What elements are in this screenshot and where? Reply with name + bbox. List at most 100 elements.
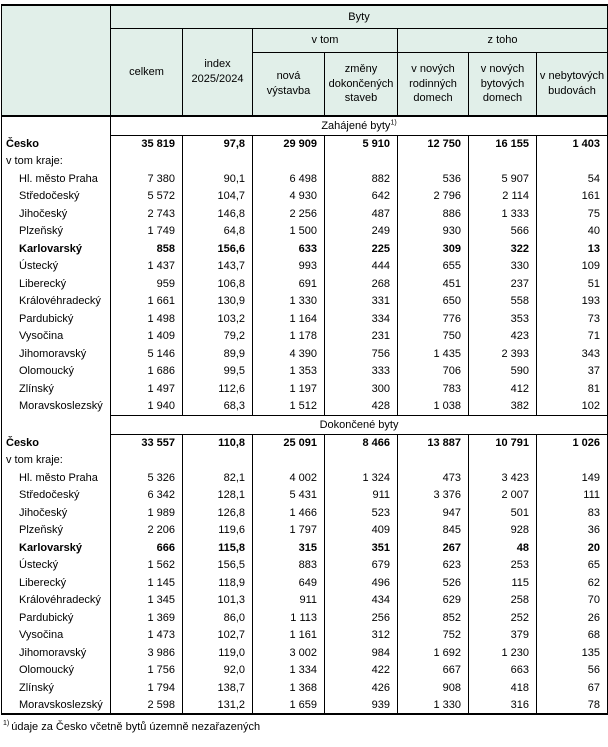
cell-value: 130,9 [182,292,253,310]
cell-value: 1 345 [110,591,183,609]
cell-value: 258 [468,591,537,609]
cell-value: 225 [324,240,398,258]
row-label: Moravskoslezský [1,397,111,415]
cell-value: 1 794 [110,679,183,697]
cell-value: 667 [397,661,469,679]
cell-value: 1 500 [252,222,325,240]
cell-value: 75 [587,207,601,220]
cell-value: 845 [397,521,469,539]
cell-value [110,152,183,170]
cell-value: 434 [324,591,398,609]
cell-value [252,152,325,170]
cell-value: 118,9 [182,574,253,592]
cell-value: 1 334 [252,661,325,679]
cell-value: 2 393 [468,345,537,363]
cell-value: 109 [581,260,601,273]
cell-value: 156,6 [182,240,253,258]
footnote-text: údaje za Česko včetně bytů územně nezařa… [11,721,261,733]
cell-value [182,451,253,469]
row-label: Plzeňský [1,521,111,539]
cell-value: 1 113 [252,609,325,627]
cell-value: 1 230 [468,644,537,662]
cell-value: 1 512 [252,397,325,415]
cell-value: 1 026 [572,437,601,449]
header-index: index 2025/2024 [182,27,253,117]
cell-value: 633 [252,240,325,258]
table-body: Zahájené byty1) Česko 35 819 97,8 29 909 5 91… [1,115,608,714]
table-row: Olomoucký 1 756 92,0 1 334 422 667 663 56 [1,661,608,679]
table-row: Zlínský 1 497 112,6 1 197 300 783 412 81 [1,380,608,398]
row-label: Hl. město Praha [1,469,111,487]
cell-value: 1 756 [110,661,183,679]
cell-value: 48 [468,539,537,557]
cell-value: 655 [397,257,469,275]
cell-value: 5 326 [110,469,183,487]
cell-value: 6 342 [110,486,183,504]
cell-value: 103,2 [182,310,253,328]
row-label: Ústecký [1,556,111,574]
row-label: Zlínský [1,380,111,398]
footnote-marker: 1) [3,720,10,728]
housing-statistics-table: Byty celkem index 2025/2024 v tom z toho… [1,4,608,715]
cell-value: 379 [468,626,537,644]
cell-value: 16 155 [468,135,537,153]
row-label: Karlovarský [1,240,111,258]
section-title: Zahájené byty1) [110,115,608,136]
header-nebytove-budovy: v nebytových budovách [535,51,608,117]
cell-value [324,152,398,170]
table-row: Moravskoslezský 2 598 131,2 1 659 939 1 330 31… [1,696,608,714]
cell-value: 1 435 [397,345,469,363]
row-label: Středočeský [1,486,111,504]
cell-value: 267 [397,539,469,557]
cell-value: 126,8 [182,504,253,522]
cell-value: 650 [397,292,469,310]
table-row: Liberecký 959 106,8 691 268 451 237 51 [1,275,608,293]
cell-value: 418 [468,679,537,697]
cell-value: 2 256 [252,205,325,223]
section-band-stub [1,415,111,434]
cell-value: 526 [397,574,469,592]
cell-value: 1 562 [110,556,183,574]
cell-value: 115,8 [182,539,253,557]
cell-value: 146,8 [182,205,253,223]
table-row: Olomoucký 1 686 99,5 1 353 333 706 590 37 [1,362,608,380]
cell-value: 56 [587,664,601,677]
table-row: Pardubický 1 369 86,0 1 113 256 852 252 26 [1,609,608,627]
cell-value: 90,1 [182,170,253,188]
cell-value: 92,0 [182,661,253,679]
cell-value: 300 [324,380,398,398]
cell-value: 101,3 [182,591,253,609]
cell-value: 1 333 [468,205,537,223]
header-celkem: celkem [110,27,183,117]
cell-value: 5 907 [468,170,537,188]
cell-value: 81 [587,382,601,395]
cell-value: 428 [324,397,398,415]
cell-value: 119,6 [182,521,253,539]
cell-value: 89,9 [182,345,253,363]
cell-value [397,152,469,170]
cell-value: 1 466 [252,504,325,522]
cell-value: 40 [587,225,601,238]
table-row: v tom kraje: [1,152,608,171]
cell-value: 422 [324,661,398,679]
cell-value [537,153,608,171]
row-label: Jihočeský [1,504,111,522]
cell-value: 783 [397,380,469,398]
table-row: Jihomoravský 5 146 89,9 4 390 756 1 435 2 393 3… [1,345,608,363]
cell-value: 1 437 [110,257,183,275]
cell-value: 750 [397,327,469,345]
cell-value: 67 [587,681,601,694]
row-label: Hl. město Praha [1,170,111,188]
cell-value: 623 [397,556,469,574]
cell-value: 590 [468,362,537,380]
cell-value: 353 [468,310,537,328]
table-row: Jihočeský 2 743 146,8 2 256 487 886 1 333 75 [1,205,608,223]
table-row: Královéhradecký 1 345 101,3 911 434 629 258 70 [1,591,608,609]
cell-value: 102 [581,400,601,412]
cell-value: 444 [324,257,398,275]
header-zmeny-staveb: změny dokončených staveb [324,51,398,117]
cell-value: 629 [397,591,469,609]
row-label: Středočeský [1,187,111,205]
row-label: Jihomoravský [1,345,111,363]
cell-value: 64,8 [182,222,253,240]
